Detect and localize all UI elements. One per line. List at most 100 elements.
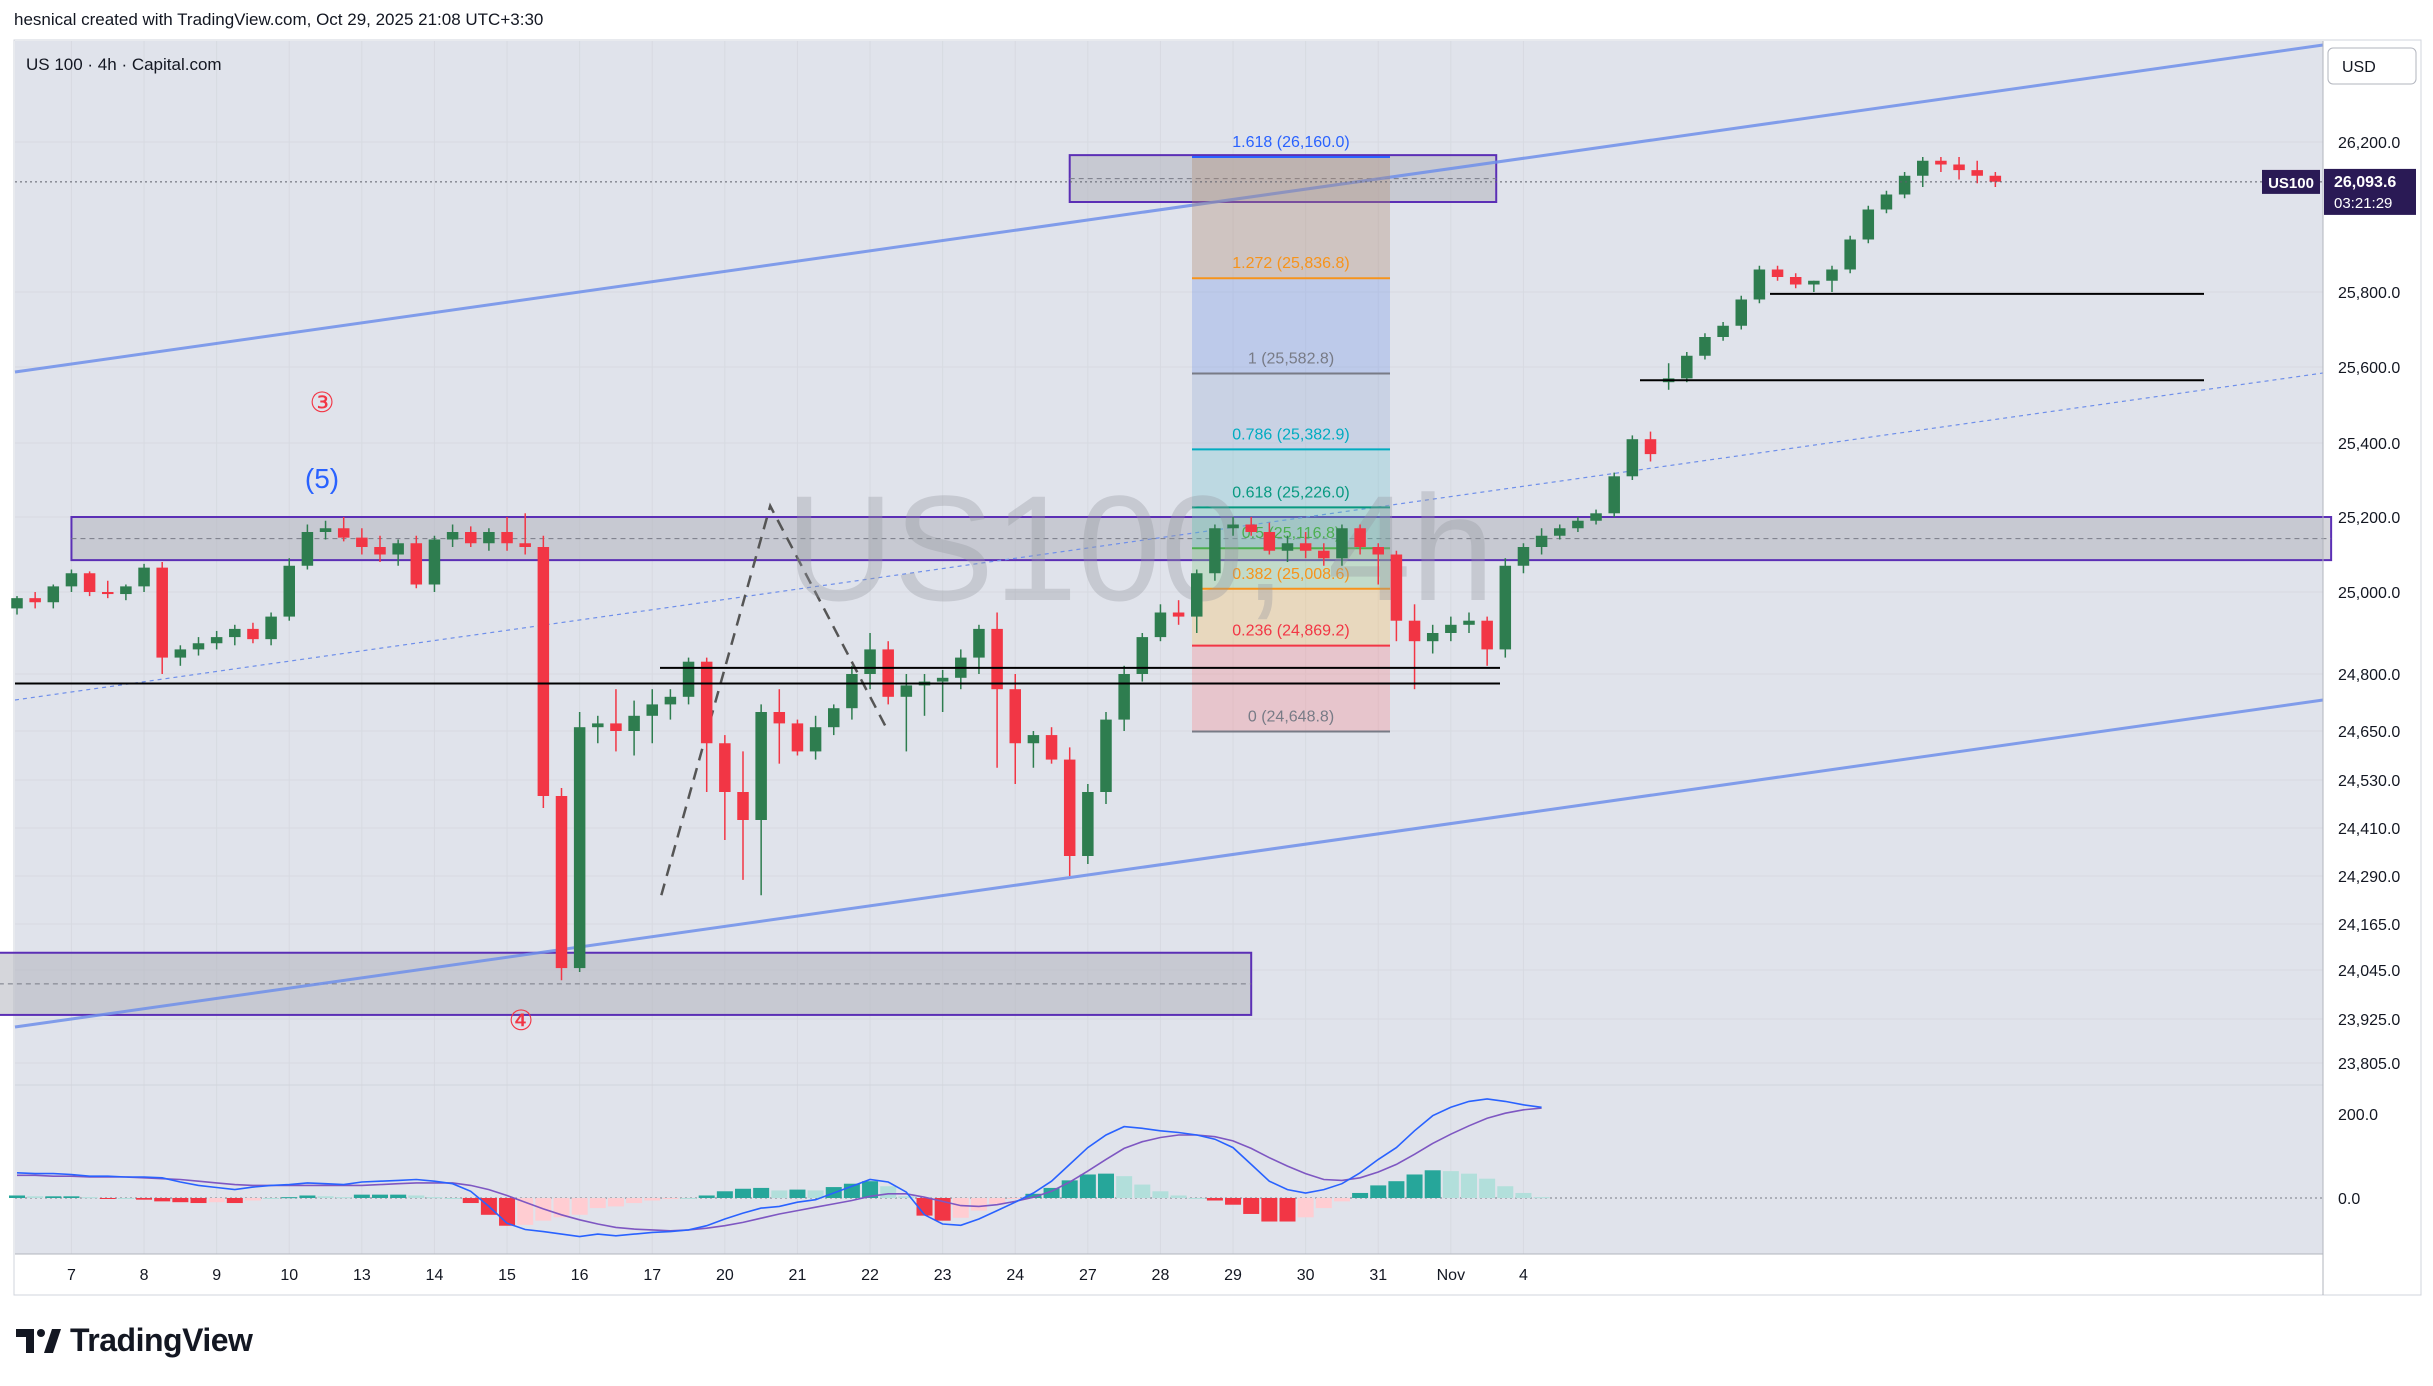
fib-level-label: 0.382 (25,008.6) (1232, 566, 1349, 583)
candle-up (283, 558, 295, 621)
candle-body (1517, 547, 1530, 566)
currency-button[interactable]: USD (2327, 47, 2417, 85)
candle-down (537, 535, 550, 808)
candle-body (1463, 620, 1475, 625)
macd-histogram-bar (1406, 1174, 1423, 1198)
candle-up (1499, 558, 1512, 658)
candle-body (592, 723, 604, 728)
candle-body (1281, 543, 1294, 551)
price-tick-label: 24,800.0 (2338, 667, 2400, 684)
macd-histogram-bar (1243, 1198, 1260, 1214)
macd-histogram-bar (680, 1198, 697, 1199)
candle-up (1572, 517, 1584, 532)
candle-body (1136, 637, 1149, 674)
candle-down (991, 612, 1003, 768)
grid-lines (15, 41, 2323, 1254)
candle-up (828, 704, 840, 736)
time-tick-label: 10 (280, 1267, 298, 1284)
candle-body (1681, 355, 1693, 379)
candle-up (483, 528, 495, 551)
macd-histogram-bar (263, 1198, 280, 1199)
candle-body (628, 715, 640, 731)
symbol-tag-box (2262, 169, 2320, 194)
fib-level-label: 0 (24,648.8) (1248, 708, 1334, 725)
wave-label-3: ③ (309, 387, 334, 418)
candle-body (828, 708, 840, 728)
time-axis[interactable]: 7 8 9 10 13 14 15 16 17 20 21 22 23 24 27 28 29 30 31 Nov 4 (67, 1267, 1528, 1284)
candle-body (1426, 633, 1439, 642)
price-axis[interactable]: 26,200.0 25,800.0 25,600.0 25,400.0 25,200.0… (2338, 135, 2400, 1208)
macd-histogram-bar (1442, 1171, 1459, 1198)
macd-histogram-bar (916, 1198, 933, 1216)
candle-down (374, 535, 386, 562)
macd-histogram-bar (789, 1189, 806, 1198)
candle-down (519, 513, 531, 555)
macd-histogram-bar (27, 1196, 44, 1198)
time-tick-label: 7 (67, 1267, 76, 1284)
macd-histogram-bar (1116, 1176, 1133, 1198)
time-tick-label: 30 (1297, 1267, 1315, 1284)
candle-body (210, 637, 223, 644)
candle-body (483, 532, 495, 544)
candle-up (755, 704, 767, 896)
time-tick-label: 24 (1006, 1267, 1024, 1284)
price-tick-label: 25,400.0 (2338, 436, 2400, 453)
candle-body (573, 727, 586, 969)
candle-up (628, 700, 640, 756)
candle-down (1390, 550, 1403, 642)
fib-level-label: 1.618 (26,160.0) (1232, 134, 1349, 151)
candle-body (1390, 554, 1403, 621)
fib-level-label: 0.618 (25,226.0) (1232, 484, 1349, 501)
candle-body (11, 598, 23, 609)
candle-body (446, 532, 459, 540)
candle-up (1027, 731, 1040, 768)
attribution-header: hesnical created with TradingView.com, O… (14, 10, 544, 29)
candle-body (1227, 524, 1239, 529)
macd-histogram-bar (589, 1198, 606, 1209)
candle-down (337, 517, 350, 542)
candle-up (1154, 604, 1167, 642)
candle-body (356, 537, 368, 547)
macd-line (16, 1098, 1542, 1238)
candle-up (11, 596, 23, 615)
elliott-wave-labels: ③ (5) ④ (305, 387, 534, 1036)
channel-lower-line (14, 698, 2324, 1029)
candle-body (936, 677, 949, 682)
macd-indicator (9, 1098, 2323, 1238)
candle-up (973, 624, 985, 674)
time-tick-label: 29 (1224, 1267, 1242, 1284)
candle-up (936, 669, 949, 712)
candle-body (773, 712, 786, 724)
plot-area[interactable] (15, 41, 2323, 1254)
tradingview-logo-icon (16, 1328, 61, 1353)
macd-histogram-bar (1333, 1198, 1350, 1202)
candle-body (392, 543, 404, 555)
macd-histogram-bar (662, 1198, 679, 1199)
macd-histogram-bar (698, 1195, 715, 1198)
candle-up (1717, 322, 1729, 341)
candle-down (1372, 543, 1384, 585)
candle-up (592, 715, 604, 744)
candle-down (29, 592, 41, 609)
candle-body (1735, 299, 1747, 326)
time-tick-label: 28 (1152, 1267, 1170, 1284)
fib-band (1192, 548, 1390, 589)
macd-histogram-bar (716, 1191, 733, 1198)
macd-histogram-bar (208, 1198, 225, 1203)
candle-body (337, 528, 350, 538)
price-tag-countdown: 03:21:29 (2334, 195, 2392, 212)
tradingview-logo[interactable]: TradingView (14, 1322, 253, 1359)
candle-down (555, 788, 568, 981)
fib-trend-path (660, 502, 890, 896)
candle-body (1191, 573, 1203, 617)
candle-body (174, 649, 187, 658)
macd-histogram-bar (571, 1198, 588, 1215)
price-chart[interactable]: 1.618 (26,160.0) 1.272 (25,836.8) 1 (25,58… (0, 0, 2433, 1310)
fib-level-label: 0.236 (24,869.2) (1232, 623, 1349, 640)
candle-up (1554, 524, 1566, 540)
candle-down (356, 528, 368, 555)
macd-histogram-bar (517, 1198, 534, 1225)
macd-histogram-bar (1225, 1198, 1242, 1205)
horizontal-levels (15, 181, 2323, 685)
candle-up (1681, 352, 1693, 383)
